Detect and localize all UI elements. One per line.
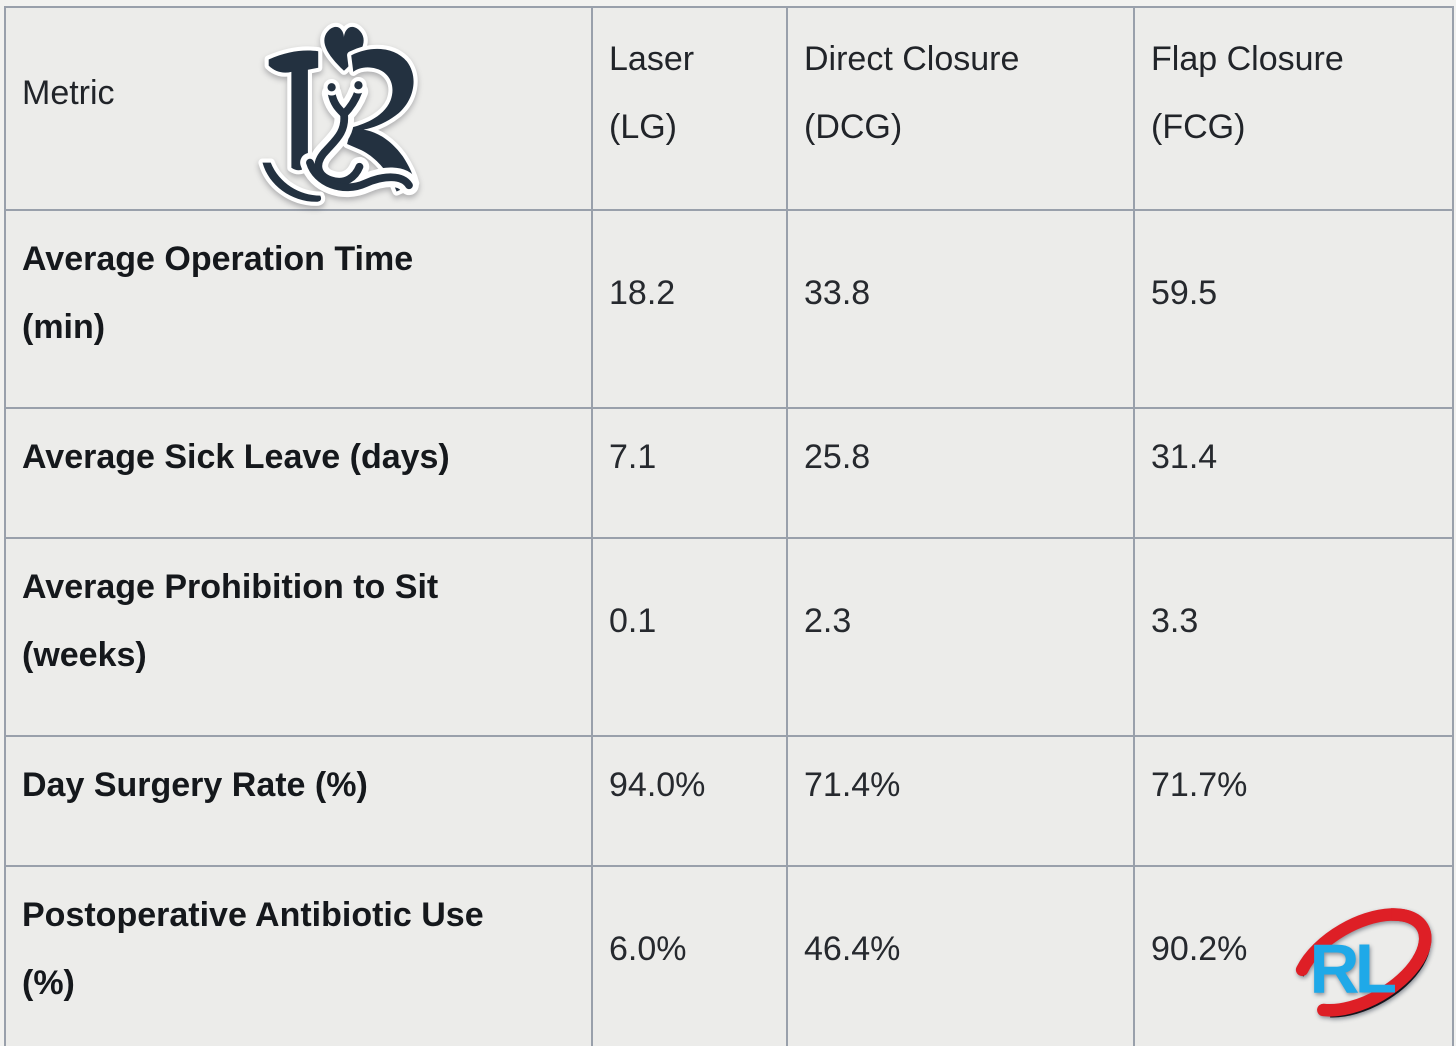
header-row: Metric [4, 6, 1454, 211]
metric-cell-day-surgery-rate: Day Surgery Rate (%) [4, 735, 593, 867]
comparison-table: Metric [4, 6, 1454, 1046]
value-text: 90.2% [1151, 930, 1248, 968]
header-cell-lg: Laser (LG) [591, 6, 788, 211]
metric-header-label: Metric [22, 73, 115, 112]
metric-cell-prohibition-to-sit: Average Prohibition to Sit (weeks) [4, 537, 593, 737]
table-row: Day Surgery Rate (%) 94.0% 71.4% 71.7% [4, 735, 1454, 867]
monogram-crescent [258, 158, 326, 206]
value-cell: 46.4% [786, 865, 1135, 1046]
value-cell: 31.4 [1133, 407, 1454, 539]
rl-swoosh-shadow [1296, 913, 1431, 1018]
metric-cell-sick-leave: Average Sick Leave (days) [4, 407, 593, 539]
rl-swoosh-ring [1291, 908, 1432, 1017]
value-cell: 71.4% [786, 735, 1135, 867]
value-cell: 59.5 [1133, 209, 1454, 409]
table-row: Average Prohibition to Sit (weeks) 0.1 2… [4, 537, 1454, 737]
rl-logo-icon: RL [1291, 908, 1432, 1018]
rl-letters: RL [1310, 929, 1396, 1007]
value-cell: 33.8 [786, 209, 1135, 409]
metric-cell-antibiotic-use: Postoperative Antibiotic Use (%) [4, 865, 593, 1046]
table-row: Postoperative Antibiotic Use (%) 6.0% 46… [4, 865, 1454, 1046]
value-cell: 25.8 [786, 407, 1135, 539]
value-cell: 18.2 [591, 209, 788, 409]
value-cell: 7.1 [591, 407, 788, 539]
value-cell: 0.1 [591, 537, 788, 737]
value-cell: 90.2% RL [1133, 865, 1454, 1046]
value-cell: 6.0% [591, 865, 788, 1046]
value-cell: 2.3 [786, 537, 1135, 737]
table-row: Average Sick Leave (days) 7.1 25.8 31.4 [4, 407, 1454, 539]
value-cell: 94.0% [591, 735, 788, 867]
value-cell: 3.3 [1133, 537, 1454, 737]
rl-swoosh-overlap [1391, 908, 1432, 964]
header-cell-dcg: Direct Closure (DCG) [786, 6, 1135, 211]
header-cell-fcg: Flap Closure (FCG) [1133, 6, 1454, 211]
metric-header-cell: Metric [4, 6, 593, 211]
value-cell: 71.7% [1133, 735, 1454, 867]
monogram-tail-swirl [306, 158, 413, 192]
table-row: Average Operation Time (min) 18.2 33.8 5… [4, 209, 1454, 409]
metric-cell-operation-time: Average Operation Time (min) [4, 209, 593, 409]
